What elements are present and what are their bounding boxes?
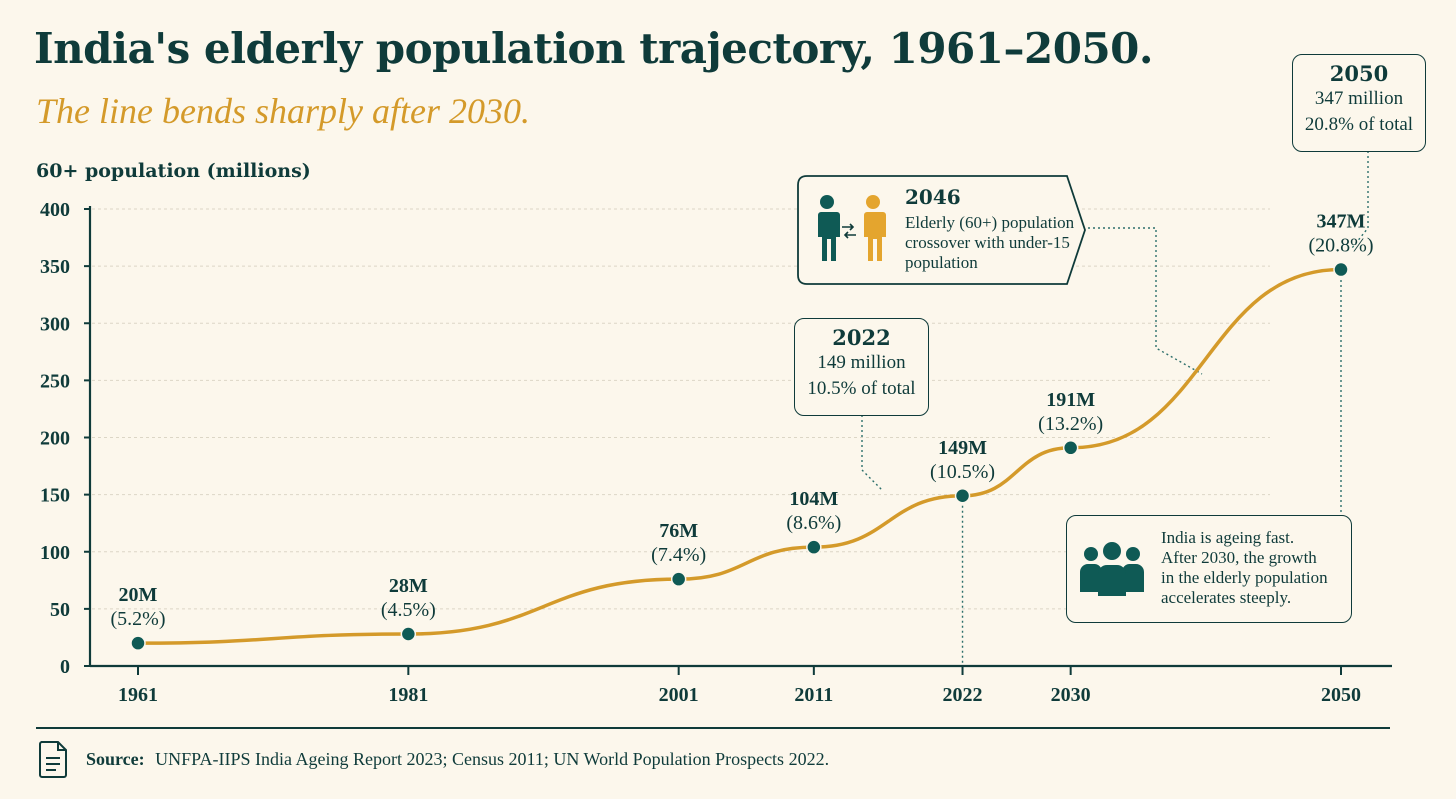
note-box: India is ageing fast. After 2030, the gr…	[1066, 515, 1352, 623]
data-point-1981	[400, 626, 417, 642]
group-people-icon	[1080, 542, 1144, 596]
data-label-share-2011: (8.6%)	[786, 512, 841, 534]
y-tick-label-0: 0	[60, 656, 70, 678]
data-label-value-2030: 191M	[1046, 389, 1095, 411]
y-axis-label: 60+ population (millions)	[36, 160, 311, 182]
data-label-share-2050: (20.8%)	[1309, 235, 1374, 257]
callout-2046-line2: crossover with under-15	[905, 233, 1070, 252]
x-tick-label-2030: 2030	[1051, 684, 1091, 706]
y-tick-label-200: 200	[40, 428, 70, 450]
x-tick-label-2011: 2011	[794, 684, 833, 706]
data-label-value-2022: 149M	[938, 437, 987, 459]
data-label-value-2050: 347M	[1317, 211, 1366, 233]
chart-title: India's elderly population trajectory, 1…	[34, 24, 1154, 73]
note-line3: in the elderly population	[1161, 568, 1328, 587]
y-tick-label-400: 400	[40, 199, 70, 221]
data-label-share-2001: (7.4%)	[651, 544, 706, 566]
people-crossover-icon	[817, 195, 886, 261]
callout-2022-year: 2022	[832, 325, 891, 350]
y-tick-label-100: 100	[40, 542, 70, 564]
note-line1: India is ageing fast.	[1161, 528, 1295, 547]
y-tick-label-350: 350	[40, 256, 70, 278]
callout-2022-share: 10.5% of total	[807, 378, 916, 399]
callout-2050-share: 20.8% of total	[1304, 114, 1414, 135]
data-label-value-2011: 104M	[789, 488, 838, 510]
data-label-value-2001: 76M	[659, 520, 698, 542]
leader-2050-callout	[1351, 146, 1369, 249]
note-line2: After 2030, the growth	[1161, 548, 1317, 567]
leader-2046-callout	[1088, 227, 1203, 375]
data-labels: 20M(5.2%) 28M(4.5%) 76M(7.4%) 104M(8.6%) 149…	[111, 211, 1374, 631]
x-tick-label-1961: 1961	[118, 684, 158, 706]
y-axis-ticks: 0 50 100 150 200 250 300 350 400	[40, 199, 90, 678]
data-point-2001	[670, 571, 687, 587]
x-tick-label-2022: 2022	[943, 684, 983, 706]
callout-2046-line1: Elderly (60+) population	[905, 213, 1075, 232]
callout-2022-value: 149 million	[817, 352, 906, 373]
callout-leader-lines	[861, 146, 1369, 666]
callout-2050-value: 347 million	[1314, 88, 1404, 109]
leader-2022-callout	[861, 410, 883, 491]
source-label: Source:	[86, 748, 145, 769]
data-label-share-1981: (4.5%)	[381, 599, 436, 621]
source-row: Source: UNFPA-IIPS India Ageing Report 2…	[38, 740, 829, 778]
callout-2050-year: 2050	[1329, 61, 1389, 86]
document-icon	[39, 741, 67, 778]
y-tick-label-50: 50	[50, 599, 70, 621]
note-line4: accelerates steeply.	[1161, 588, 1292, 607]
callout-2050: 2050 347 million 20.8% of total	[1292, 54, 1426, 152]
x-axis-ticks: 1961 1981 2001 2011 2022 2030 2050	[118, 666, 1361, 706]
data-point-1961	[130, 635, 146, 651]
data-point-2030	[1062, 440, 1079, 456]
source-text: UNFPA-IIPS India Ageing Report 2023; Cen…	[155, 748, 830, 769]
data-label-share-1961: (5.2%)	[111, 608, 166, 630]
data-label-value-1981: 28M	[389, 575, 428, 597]
source-divider	[36, 727, 1390, 729]
data-point-2050	[1333, 261, 1349, 278]
gridlines	[92, 208, 1270, 610]
y-tick-label-150: 150	[40, 485, 70, 507]
y-tick-label-250: 250	[40, 370, 70, 392]
callout-2022: 2022 149 million 10.5% of total	[794, 318, 929, 416]
callout-2046-year: 2046	[905, 185, 961, 209]
y-tick-label-300: 300	[40, 313, 70, 335]
x-tick-label-2001: 2001	[659, 684, 699, 706]
x-tick-label-1981: 1981	[388, 684, 428, 706]
callout-2046-line3: population	[905, 253, 978, 272]
data-label-value-1961: 20M	[119, 584, 158, 606]
data-label-share-2030: (13.2%)	[1038, 413, 1103, 435]
data-label-share-2022: (10.5%)	[930, 461, 995, 483]
data-point-2022	[954, 488, 971, 504]
chart-subtitle: The line bends sharply after 2030.	[36, 91, 530, 131]
x-tick-label-2050: 2050	[1321, 684, 1361, 706]
data-points	[130, 261, 1349, 651]
callout-2046: 2046 Elderly (60+) population crossover …	[797, 175, 1087, 285]
data-point-2011	[806, 539, 822, 555]
